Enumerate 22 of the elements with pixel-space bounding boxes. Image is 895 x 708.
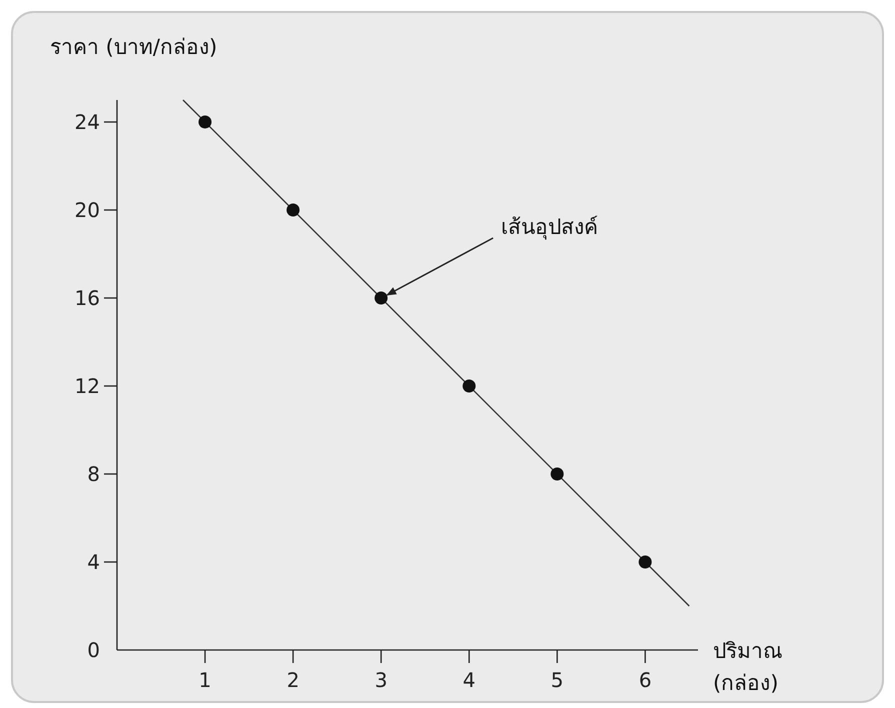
point [462,380,476,392]
y-tick-label: 20 [74,198,100,222]
point [286,204,300,216]
x-tick-label: 1 [198,668,212,692]
point [550,468,564,480]
y-axis-title: ราคา (บาท/กล่อง) [50,35,218,59]
x-tick-label: 2 [286,668,300,692]
y-tick-label: 16 [74,286,100,310]
x-tick-label: 4 [462,668,476,692]
point [198,116,212,128]
y-tick-label: 24 [74,110,100,134]
x-tick-label: 5 [550,668,564,692]
point [374,292,388,304]
x-tick-label: 6 [638,668,652,692]
y-tick-label: 4 [87,550,100,574]
x-axis-title: ปริมาณ (กล่อง) [713,639,782,695]
x-tick-label: 3 [374,668,388,692]
y-tick-label: 12 [74,374,100,398]
point [638,556,652,568]
y-tick-label: 8 [87,462,100,486]
y-tick-label: 0 [87,638,100,662]
annotation: เส้นอุปสงค์ [501,215,598,240]
